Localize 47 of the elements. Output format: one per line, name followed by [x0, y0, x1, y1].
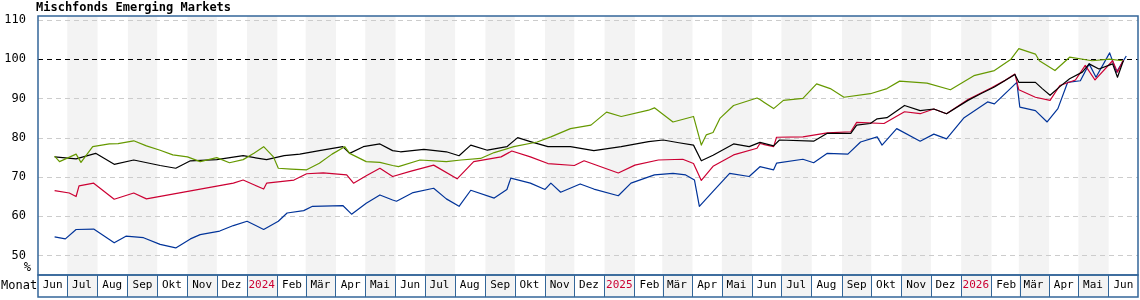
x-tick-label: Jul — [72, 278, 92, 292]
x-tick-label: Aug — [102, 278, 123, 292]
x-tick-label: 2026 — [962, 278, 990, 292]
x-tick-label: Feb — [282, 278, 302, 292]
x-tick-label: 2025 — [606, 278, 633, 292]
y-tick-label: 70 — [11, 169, 26, 184]
y-tick-label: 60 — [11, 208, 26, 223]
x-axis-title: Monat — [1, 278, 38, 293]
x-tick-label: Apr — [697, 278, 718, 292]
x-tick-label: Feb — [996, 278, 1017, 292]
chart-title: Mischfonds Emerging Markets — [36, 0, 232, 15]
x-tick-label: Sep — [490, 278, 511, 292]
x-tick-label: Dez — [935, 278, 956, 292]
x-tick-label: Aug — [816, 278, 837, 292]
x-tick-label: Nov — [192, 278, 213, 292]
x-tick-label: Jun — [1113, 278, 1134, 292]
x-tick-label: Mär — [310, 278, 331, 292]
x-tick-label: Sep — [132, 278, 153, 292]
x-tick-label: Okt — [876, 278, 896, 292]
x-tick-label: Okt — [519, 278, 540, 292]
x-tick-label: Jun — [400, 278, 421, 292]
x-tick-label: Nov — [549, 278, 570, 292]
y-tick-label: 50 — [11, 247, 26, 262]
y-tick-label: 90 — [11, 90, 26, 105]
y-axis-title: % — [23, 259, 32, 274]
x-tick-label: Mai — [1083, 278, 1103, 292]
x-tick-label: Mai — [726, 278, 747, 292]
x-tick-label: Jul — [429, 278, 450, 292]
x-tick-label: Mär — [1023, 278, 1044, 292]
x-tick-label: Mär — [666, 278, 688, 292]
x-tick-label: Mai — [369, 278, 390, 292]
x-tick-label: Sep — [846, 278, 867, 292]
y-tick-label: 100 — [4, 51, 26, 66]
x-tick-label: Feb — [639, 278, 660, 292]
x-tick-label: Jul — [786, 278, 807, 292]
x-tick-label: Jun — [756, 278, 777, 292]
y-tick-label: 110 — [4, 12, 26, 27]
x-tick-label: Jun — [42, 278, 63, 292]
y-tick-label: 80 — [11, 129, 26, 144]
x-tick-label: Nov — [906, 278, 927, 292]
x-tick-label: Okt — [161, 278, 182, 292]
x-tick-label: Dez — [579, 278, 599, 292]
x-tick-label: 2024 — [248, 278, 276, 292]
x-tick-label: Apr — [340, 278, 361, 292]
x-tick-label: Aug — [459, 278, 480, 292]
x-tick-label: Dez — [221, 278, 242, 292]
x-tick-label: Apr — [1053, 278, 1075, 292]
